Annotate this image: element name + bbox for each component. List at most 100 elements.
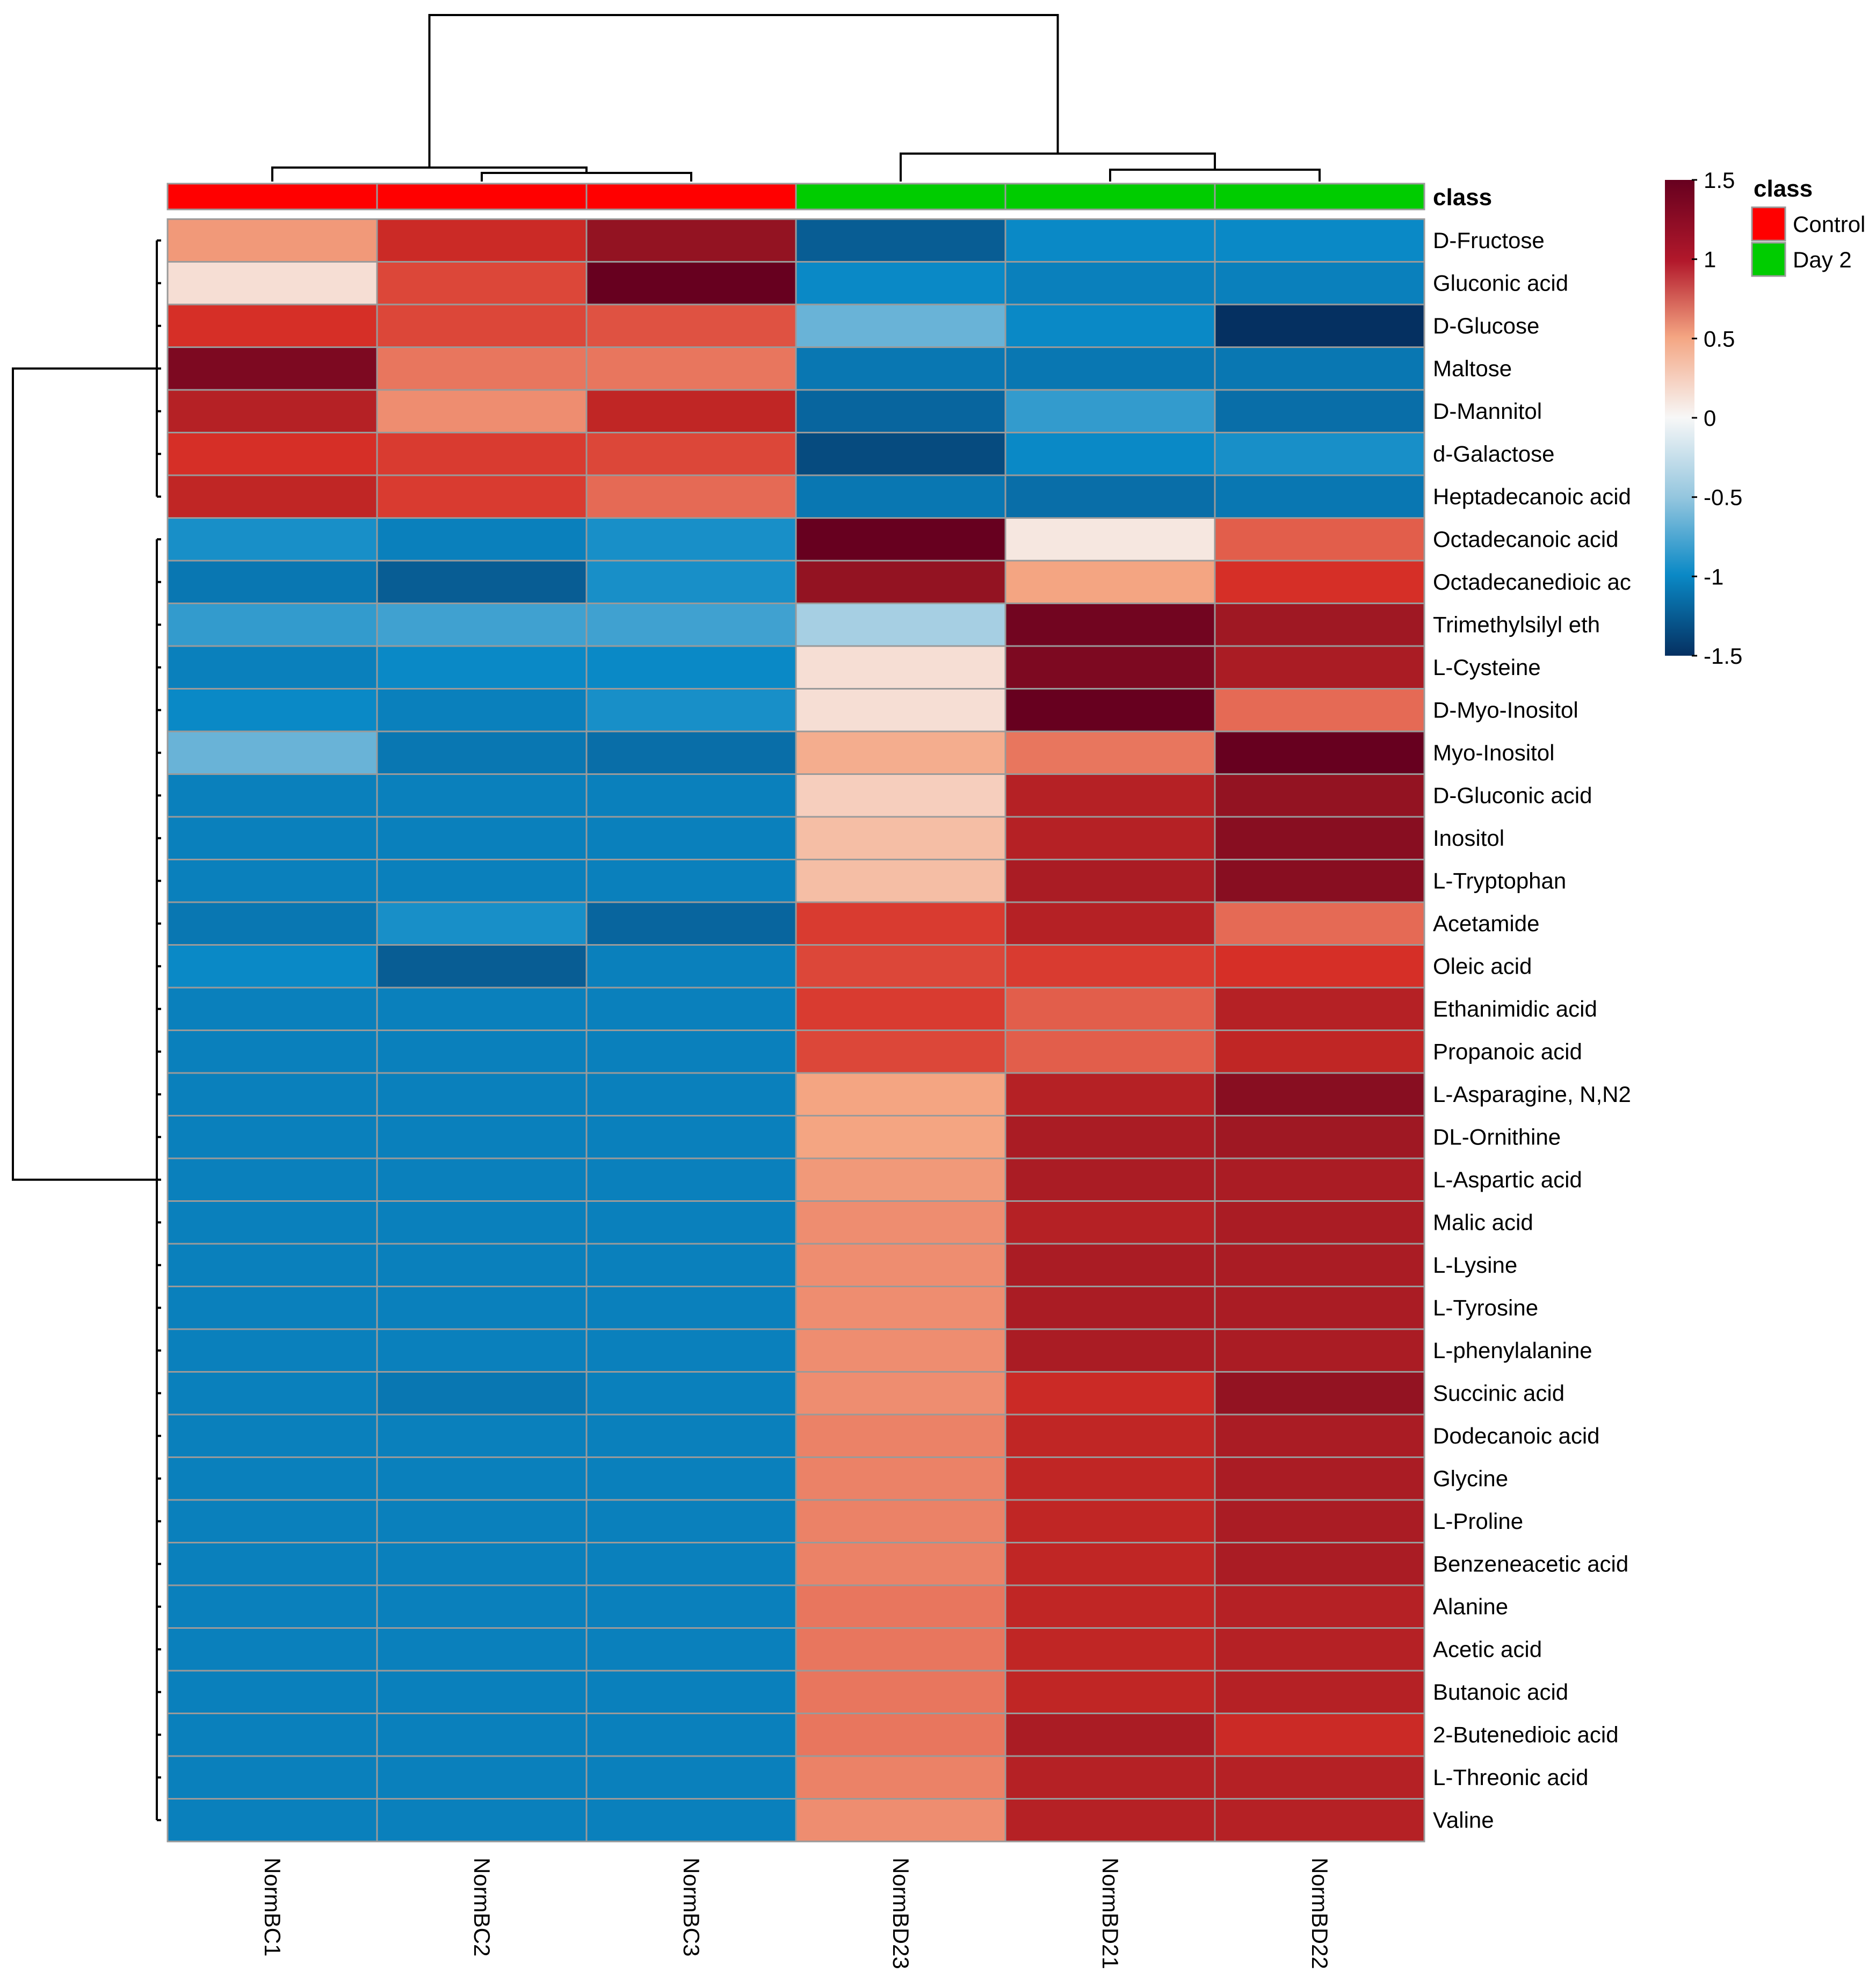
color-scale-bar	[1665, 180, 1694, 656]
heatmap-cell	[1214, 517, 1425, 562]
heatmap-cell	[585, 1371, 797, 1416]
heatmap-cell	[585, 1584, 797, 1629]
row-label: D-Mannitol	[1433, 398, 1542, 424]
heatmap-cell	[795, 730, 1006, 775]
heatmap-cell	[1214, 432, 1425, 476]
heatmap-cell	[1004, 1243, 1216, 1287]
heatmap-cell	[376, 1670, 588, 1714]
heatmap-cell	[1214, 346, 1425, 391]
heatmap-cell	[376, 859, 588, 903]
heatmap-cell	[1214, 944, 1425, 989]
row-label: Benzeneacetic acid	[1433, 1551, 1628, 1576]
heatmap-cell	[376, 1115, 588, 1159]
heatmap-cell	[166, 603, 378, 647]
heatmap-cell	[585, 432, 797, 476]
class-bar-label: class	[1433, 184, 1492, 211]
heatmap-cell	[1214, 474, 1425, 519]
row-label: Heptadecanoic acid	[1433, 484, 1631, 509]
heatmap-cell	[1214, 1371, 1425, 1416]
row-label: Acetamide	[1433, 911, 1539, 936]
class-legend-label: Day 2	[1793, 247, 1852, 272]
heatmap-cell	[166, 218, 378, 263]
heatmap-cell	[166, 432, 378, 476]
heatmap-cell	[1004, 1328, 1216, 1373]
heatmap-cell	[1004, 1072, 1216, 1116]
heatmap-cell	[795, 1713, 1006, 1757]
row-label: D-Gluconic acid	[1433, 782, 1592, 808]
heatmap-cell	[585, 218, 797, 263]
heatmap-cell	[1004, 816, 1216, 860]
class-annotation-bar	[166, 183, 1425, 211]
heatmap-cell	[585, 816, 797, 860]
heatmap-cell	[166, 1413, 378, 1458]
heatmap-cell	[795, 1755, 1006, 1800]
color-scale-tick-label: -1	[1704, 564, 1723, 589]
heatmap-cell	[166, 1713, 378, 1757]
column-labels: NormBC1 NormBC2 NormBC3 NormBD23 NormBD21 Nor…	[260, 1858, 1332, 1969]
heatmap-cell	[166, 1072, 378, 1116]
heatmap-cell	[166, 987, 378, 1031]
heatmap-cell	[166, 1286, 378, 1330]
heatmap-cell	[1004, 1456, 1216, 1501]
color-scale-tick-label: -0.5	[1704, 485, 1742, 510]
heatmap-cell	[1004, 1029, 1216, 1074]
row-label: L-Aspartic acid	[1433, 1167, 1582, 1192]
row-label: d-Galactose	[1433, 441, 1554, 466]
heatmap-cell	[1214, 389, 1425, 433]
heatmap-cell	[585, 944, 797, 989]
heatmap-cell	[1004, 1413, 1216, 1458]
heatmap-cell	[795, 944, 1006, 989]
row-label: Malic acid	[1433, 1209, 1533, 1235]
heatmap-cell	[795, 1542, 1006, 1586]
row-label: D-Myo-Inositol	[1433, 697, 1578, 722]
column-label: NormBC1	[260, 1858, 285, 1956]
column-dendrogram-root	[428, 14, 1059, 168]
heatmap-cell	[795, 474, 1006, 519]
heatmap-cell	[795, 432, 1006, 476]
heatmap-cell	[376, 1584, 588, 1629]
row-label: Alanine	[1433, 1594, 1508, 1619]
heatmap-cell	[1004, 944, 1216, 989]
color-scale-tick-label: 1.5	[1704, 168, 1735, 193]
heatmap-cell	[376, 1627, 588, 1672]
heatmap-cell	[376, 218, 588, 263]
heatmap-cell	[376, 944, 588, 989]
class-bar-segment	[1004, 183, 1216, 211]
heatmap-cell	[166, 1115, 378, 1159]
heatmap-cell	[166, 1584, 378, 1629]
class-legend-swatch	[1751, 206, 1786, 242]
heatmap-cell	[795, 1499, 1006, 1543]
class-legend-title: class	[1754, 176, 1813, 202]
heatmap-cell	[376, 987, 588, 1031]
heatmap-cell	[1214, 1499, 1425, 1543]
heatmap-cell	[795, 346, 1006, 391]
heatmap-cell	[376, 1755, 588, 1800]
heatmap-cell	[166, 1200, 378, 1245]
heatmap-cell	[166, 1627, 378, 1672]
row-label: L-Lysine	[1433, 1252, 1517, 1278]
heatmap-cell	[376, 474, 588, 519]
row-label: Butanoic acid	[1433, 1679, 1568, 1705]
row-label: Ethanimidic acid	[1433, 996, 1597, 1021]
heatmap-cell	[585, 1670, 797, 1714]
heatmap-cell	[795, 389, 1006, 433]
heatmap-cell	[795, 1328, 1006, 1373]
heatmap-cell	[1214, 560, 1425, 604]
heatmap-cell	[1214, 1542, 1425, 1586]
heatmap-cell	[1004, 1713, 1216, 1757]
row-label: D-Fructose	[1433, 228, 1545, 253]
class-bar-segment	[585, 183, 797, 211]
heatmap-cell	[166, 517, 378, 562]
heatmap-cells	[166, 218, 1425, 1843]
heatmap-cell	[585, 261, 797, 306]
row-label: DL-Ornithine	[1433, 1124, 1561, 1149]
heatmap-cell	[376, 816, 588, 860]
row-label: Acetic acid	[1433, 1636, 1542, 1662]
heatmap-cell	[1004, 730, 1216, 775]
heatmap-cell	[1214, 901, 1425, 946]
heatmap-cell	[1004, 1542, 1216, 1586]
heatmap-cell	[166, 1456, 378, 1501]
heatmap-cell	[166, 303, 378, 348]
heatmap-cell	[585, 1243, 797, 1287]
